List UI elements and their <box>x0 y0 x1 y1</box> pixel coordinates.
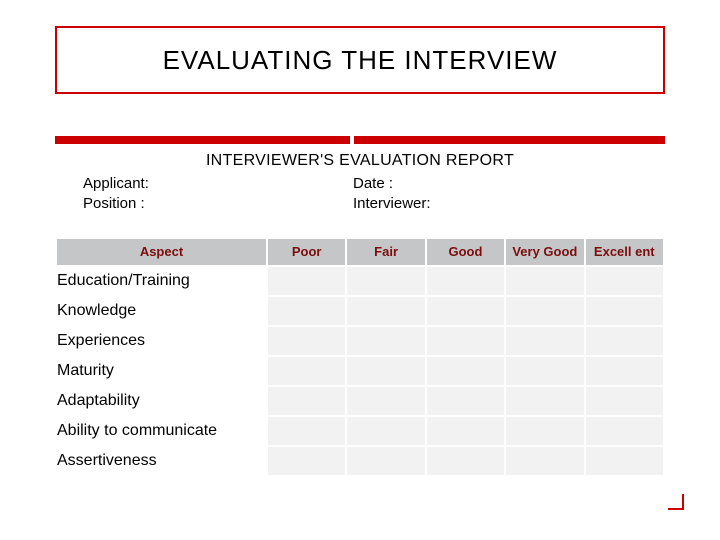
title-underline <box>55 136 665 144</box>
applicant-label: Applicant: <box>83 174 353 194</box>
rating-cell <box>268 297 345 325</box>
rating-cell <box>586 417 663 445</box>
evaluation-table-wrap: AspectPoorFairGoodVery GoodExcell ent Ed… <box>55 237 665 478</box>
rating-cell <box>586 447 663 475</box>
col-aspect: Aspect <box>57 239 266 266</box>
aspect-cell: Adaptability <box>57 387 266 415</box>
rating-cell <box>347 297 424 325</box>
rating-cell <box>268 447 345 475</box>
aspect-cell: Education/Training <box>57 267 266 295</box>
rating-cell <box>506 327 583 355</box>
rating-cell <box>427 357 504 385</box>
rating-cell <box>268 417 345 445</box>
rating-cell <box>586 387 663 415</box>
rating-cell <box>506 267 583 295</box>
aspect-cell: Maturity <box>57 357 266 385</box>
rating-cell <box>427 267 504 295</box>
table-row: Assertiveness <box>57 447 663 475</box>
rating-cell <box>347 357 424 385</box>
col-rating: Poor <box>268 239 345 266</box>
rating-cell <box>427 297 504 325</box>
corner-marker-icon <box>668 494 684 510</box>
rating-cell <box>268 387 345 415</box>
info-col-left: Applicant: Position : <box>83 174 353 215</box>
underline-segment-2 <box>354 136 665 144</box>
title-box: EVALUATING THE INTERVIEW <box>55 26 665 94</box>
table-body: Education/TrainingKnowledgeExperiencesMa… <box>57 267 663 475</box>
col-rating: Very Good <box>506 239 583 266</box>
col-rating: Excell ent <box>586 239 663 266</box>
interviewer-label: Interviewer: <box>353 194 665 214</box>
evaluation-table: AspectPoorFairGoodVery GoodExcell ent Ed… <box>55 237 665 478</box>
col-rating: Fair <box>347 239 424 266</box>
aspect-cell: Experiences <box>57 327 266 355</box>
aspect-cell: Assertiveness <box>57 447 266 475</box>
rating-cell <box>427 447 504 475</box>
rating-cell <box>506 297 583 325</box>
rating-cell <box>427 387 504 415</box>
rating-cell <box>347 267 424 295</box>
rating-cell <box>506 447 583 475</box>
rating-cell <box>506 357 583 385</box>
table-row: Education/Training <box>57 267 663 295</box>
position-label: Position : <box>83 194 353 214</box>
info-grid: Applicant: Position : Date : Interviewer… <box>55 174 665 215</box>
rating-cell <box>268 267 345 295</box>
rating-cell <box>427 327 504 355</box>
rating-cell <box>347 327 424 355</box>
page-title: EVALUATING THE INTERVIEW <box>163 45 558 76</box>
subheading: INTERVIEWER'S EVALUATION REPORT <box>55 152 665 170</box>
table-row: Maturity <box>57 357 663 385</box>
aspect-cell: Knowledge <box>57 297 266 325</box>
table-row: Knowledge <box>57 297 663 325</box>
rating-cell <box>586 267 663 295</box>
col-rating: Good <box>427 239 504 266</box>
rating-cell <box>347 417 424 445</box>
rating-cell <box>586 357 663 385</box>
rating-cell <box>586 297 663 325</box>
table-row: Adaptability <box>57 387 663 415</box>
rating-cell <box>268 357 345 385</box>
aspect-cell: Ability to communicate <box>57 417 266 445</box>
info-col-right: Date : Interviewer: <box>353 174 665 215</box>
rating-cell <box>586 327 663 355</box>
rating-cell <box>506 387 583 415</box>
date-label: Date : <box>353 174 665 194</box>
rating-cell <box>268 327 345 355</box>
rating-cell <box>427 417 504 445</box>
underline-segment-1 <box>55 136 350 144</box>
rating-cell <box>347 447 424 475</box>
table-header-row: AspectPoorFairGoodVery GoodExcell ent <box>57 239 663 266</box>
table-row: Ability to communicate <box>57 417 663 445</box>
table-row: Experiences <box>57 327 663 355</box>
rating-cell <box>506 417 583 445</box>
slide: EVALUATING THE INTERVIEW INTERVIEWER'S E… <box>0 0 720 540</box>
rating-cell <box>347 387 424 415</box>
